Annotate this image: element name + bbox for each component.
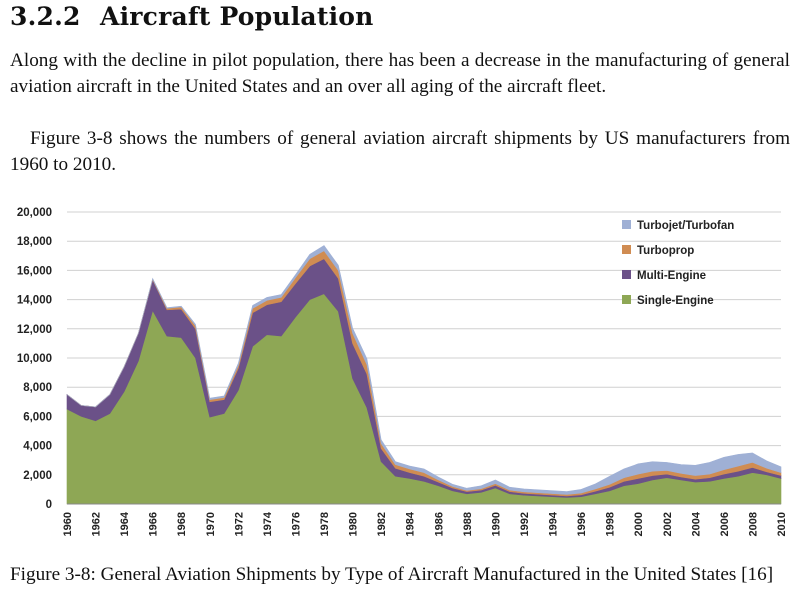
x-tick-label: 1960 (62, 512, 74, 536)
x-tick-label: 1962 (91, 512, 103, 536)
area-turbojet-turbofan (66, 245, 782, 495)
x-tick-label: 1976 (290, 512, 302, 536)
x-tick-label: 1974 (262, 511, 274, 536)
x-tick-label: 1996 (576, 512, 588, 536)
y-tick-label: 4,000 (23, 441, 52, 453)
x-tick-label: 2000 (633, 512, 645, 536)
x-tick-label: 2002 (662, 512, 674, 536)
legend-label: Multi-Engine (637, 270, 706, 282)
legend-swatch (622, 295, 631, 304)
x-tick-label: 1978 (319, 512, 331, 536)
y-tick-label: 20,000 (17, 207, 52, 219)
x-tick-label: 2008 (747, 512, 759, 536)
section-title: Aircraft Population (100, 2, 374, 31)
y-tick-label: 0 (46, 499, 52, 511)
x-tick-label: 1982 (376, 512, 388, 536)
section-number: 3.2.2 (10, 2, 81, 31)
legend-swatch (622, 220, 631, 229)
x-tick-label: 1990 (490, 512, 502, 536)
x-tick-label: 1992 (519, 512, 531, 536)
y-tick-label: 6,000 (23, 411, 52, 423)
x-tick-label: 1968 (176, 512, 188, 536)
x-tick-label: 2006 (719, 512, 731, 536)
figure-caption: Figure 3-8: General Aviation Shipments b… (10, 564, 774, 585)
x-tick-label: 1984 (405, 511, 417, 536)
x-tick-label: 2010 (776, 512, 788, 536)
y-tick-label: 2,000 (23, 470, 52, 482)
x-tick-label: 1994 (548, 511, 560, 536)
x-tick-label: 1970 (205, 512, 217, 536)
y-tick-label: 10,000 (17, 353, 52, 365)
legend-label: Turbojet/Turbofan (637, 220, 734, 232)
x-tick-label: 1998 (605, 512, 617, 536)
legend-label: Single-Engine (637, 295, 714, 307)
y-tick-label: 14,000 (17, 295, 52, 307)
section-heading: 3.2.2 Aircraft Population (10, 2, 374, 31)
paragraph-2: Figure 3-8 shows the numbers of general … (10, 128, 790, 175)
y-tick-label: 16,000 (17, 265, 52, 277)
y-tick-label: 8,000 (23, 382, 52, 394)
paragraph-1: Along with the decline in pilot populati… (10, 50, 790, 97)
x-tick-label: 1986 (433, 512, 445, 536)
x-tick-label: 1964 (119, 511, 131, 536)
legend-label: Turboprop (637, 245, 694, 257)
legend-swatch (622, 245, 631, 254)
x-tick-label: 2004 (690, 511, 702, 536)
legend-swatch (622, 270, 631, 279)
x-tick-label: 1988 (462, 512, 474, 536)
y-tick-label: 12,000 (17, 324, 52, 336)
x-tick-label: 1972 (233, 512, 245, 536)
x-tick-label: 1966 (148, 512, 160, 536)
x-tick-label: 1980 (348, 512, 360, 536)
y-tick-label: 18,000 (17, 236, 52, 248)
aircraft-shipments-chart: 0 2,000 4,000 6,000 8,000 10,000 12,000 14,000 1… (17, 207, 788, 536)
